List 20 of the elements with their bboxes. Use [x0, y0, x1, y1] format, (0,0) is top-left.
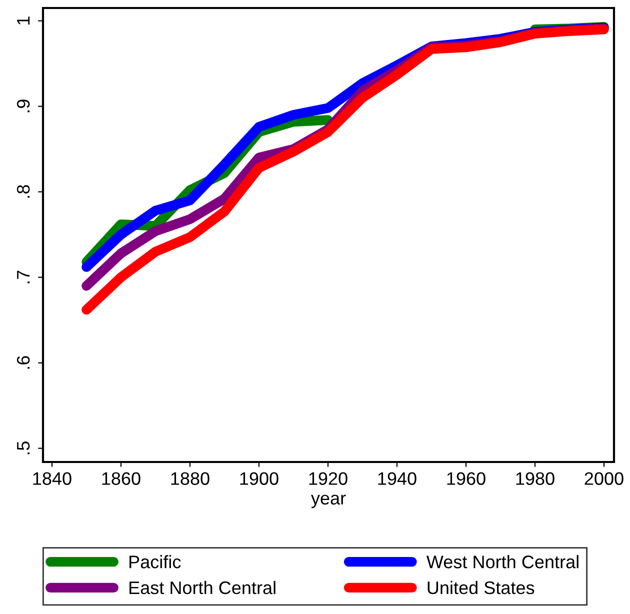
x-tick-label: 1900 — [240, 472, 278, 485]
x-tick-label: 2000 — [584, 472, 624, 485]
y-tick-label: .5 — [17, 442, 30, 454]
x-tick-label: 1940 — [378, 472, 416, 485]
y-tick-label: .6 — [16, 356, 30, 369]
y-tick-label: 1 — [17, 16, 30, 24]
legend-label: United States — [428, 580, 534, 594]
legend-label: West North Central — [426, 555, 578, 568]
x-tick-label: 1840 — [33, 472, 72, 485]
x-axis-title: year — [310, 494, 346, 508]
legend-label: East North Central — [130, 580, 276, 594]
x-tick-label: 1920 — [309, 472, 348, 485]
x-tick-label: 1960 — [447, 472, 486, 485]
legend-label: Pacific — [130, 555, 181, 568]
x-tick-label: 1980 — [516, 472, 554, 485]
y-tick-label: .9 — [16, 100, 30, 112]
y-tick-label: .7 — [17, 270, 30, 284]
x-tick-label: 1860 — [102, 472, 140, 485]
x-tick-label: 1880 — [171, 472, 210, 485]
y-tick-label: .8 — [16, 185, 30, 198]
